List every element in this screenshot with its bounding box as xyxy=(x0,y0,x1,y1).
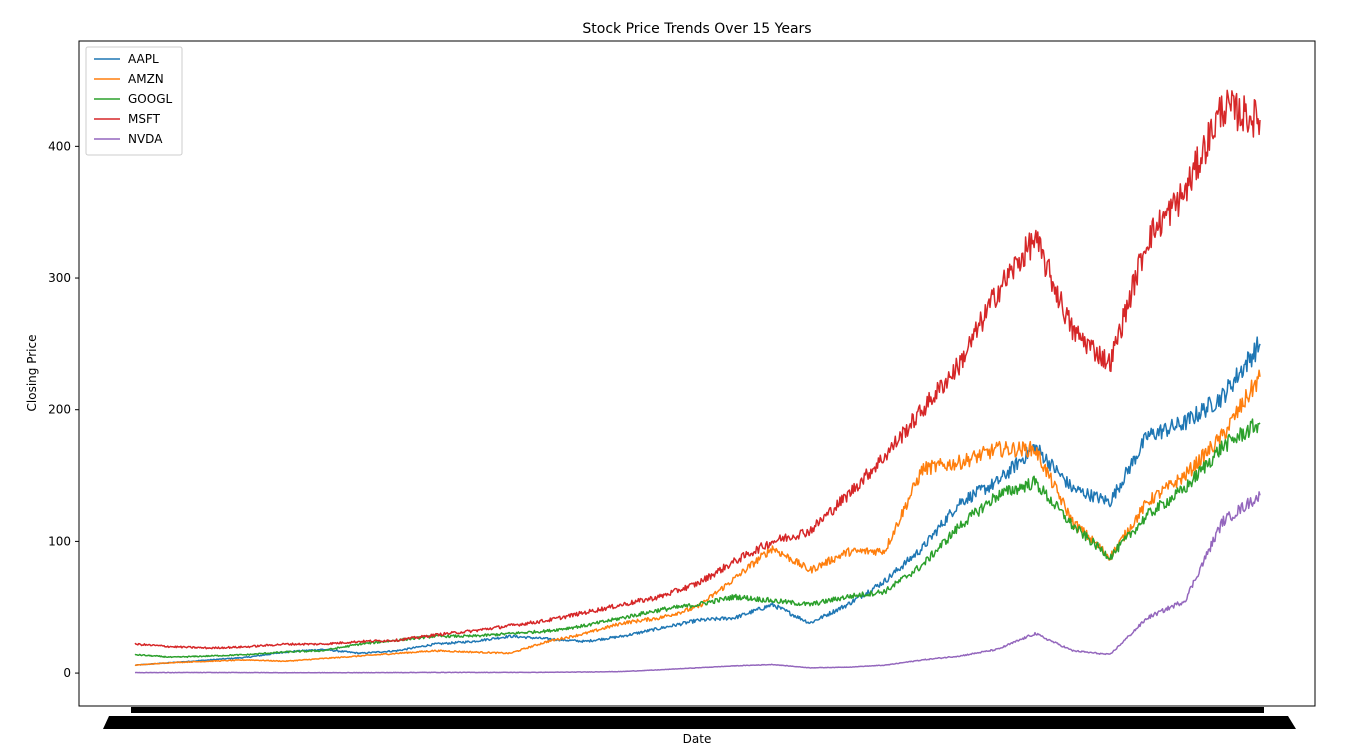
y-tick-label: 0 xyxy=(63,666,71,680)
y-axis: 0 100 200 300 400 xyxy=(48,139,79,680)
legend-label-amzn: AMZN xyxy=(128,72,164,86)
legend-label-msft: MSFT xyxy=(128,112,161,126)
y-axis-title: Closing Price xyxy=(25,335,39,412)
legend-box xyxy=(85,46,183,156)
plot-frame xyxy=(78,40,1316,707)
series-line-amzn xyxy=(134,369,1261,667)
x-tick-labels-overlapped xyxy=(103,716,1296,729)
series-lines xyxy=(134,89,1261,674)
legend: AAPL AMZN GOOGL MSFT NVDA xyxy=(85,46,183,156)
chart-title: Stock Price Trends Over 15 Years xyxy=(582,21,811,37)
legend-label-aapl: AAPL xyxy=(128,52,159,66)
x-axis-title: Date xyxy=(683,732,712,746)
x-axis xyxy=(103,707,1296,729)
y-tick-label: 100 xyxy=(48,534,71,548)
series-line-aapl xyxy=(134,336,1261,666)
x-tick-marks xyxy=(131,707,1264,713)
series-line-msft xyxy=(134,89,1261,650)
y-tick-label: 400 xyxy=(48,139,71,153)
y-tick-label: 200 xyxy=(48,403,71,417)
legend-label-googl: GOOGL xyxy=(128,92,172,106)
legend-label-nvda: NVDA xyxy=(128,132,163,146)
series-line-nvda xyxy=(134,491,1261,674)
y-tick-label: 300 xyxy=(48,271,71,285)
series-line-googl xyxy=(134,418,1261,659)
